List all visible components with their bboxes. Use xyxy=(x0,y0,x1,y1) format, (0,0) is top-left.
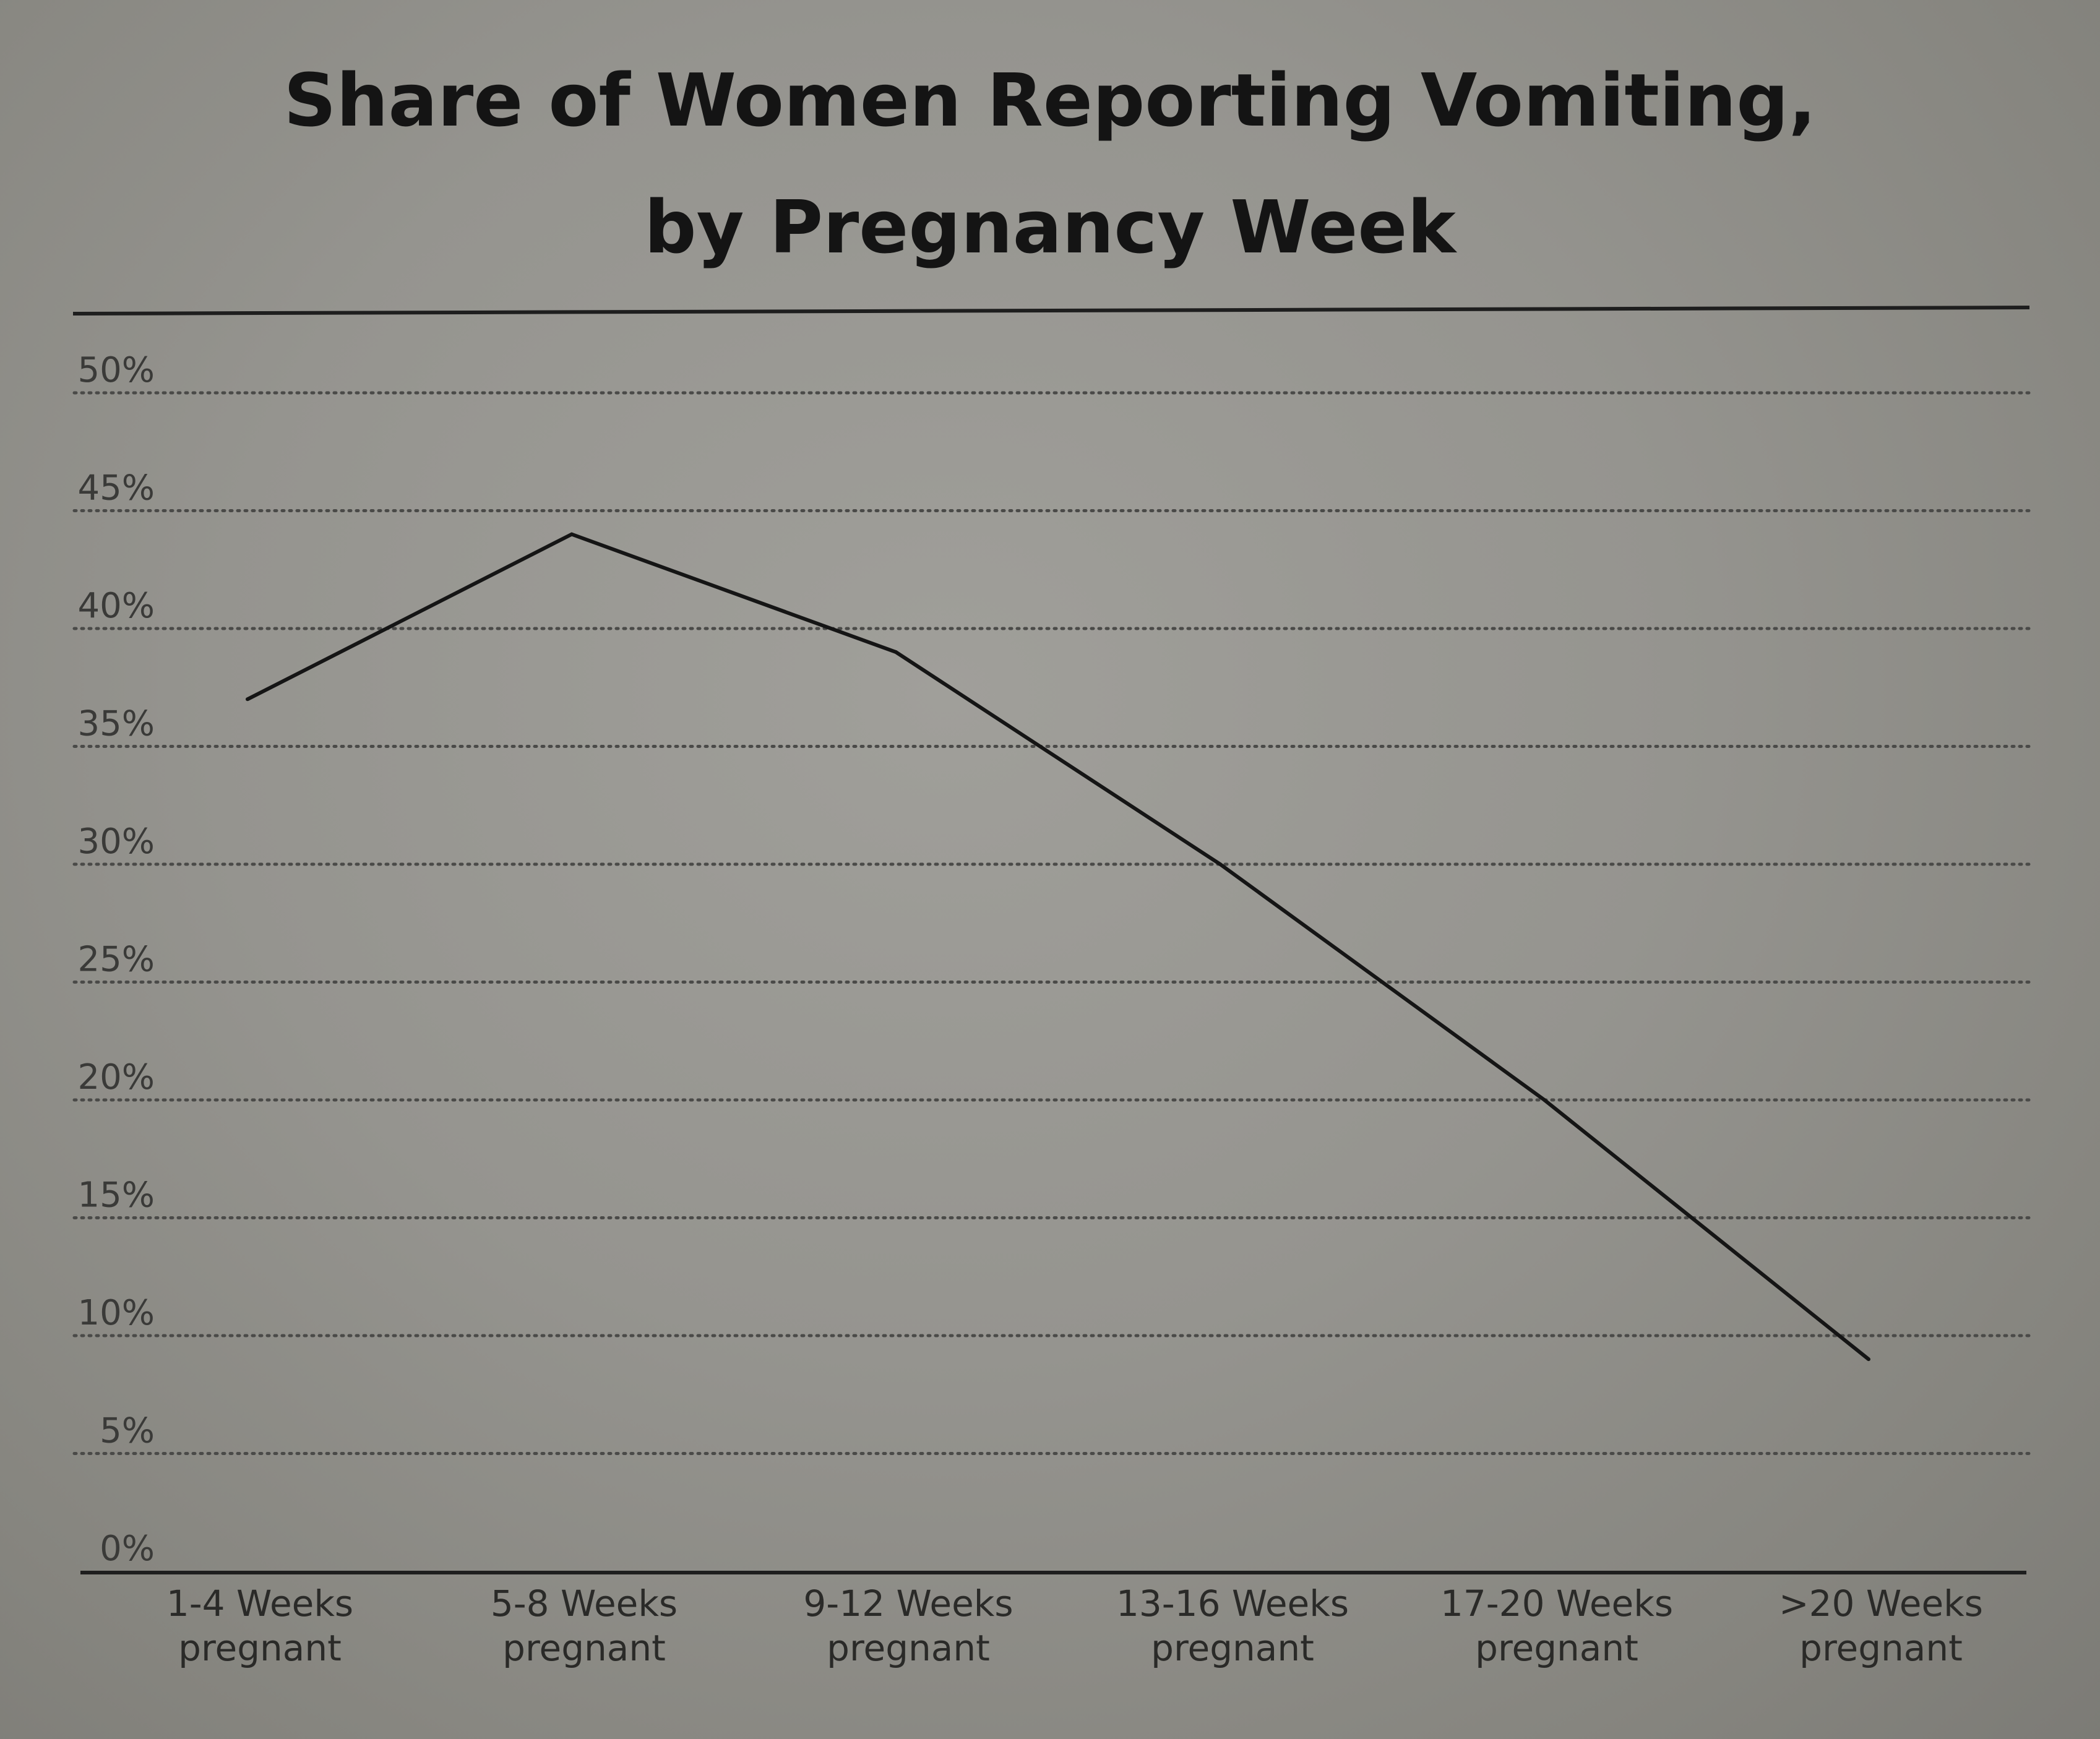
chart-title-line-1: Share of Women Reporting Vomiting, xyxy=(283,58,1817,143)
y-tick-label: 10% xyxy=(78,1293,155,1333)
x-category-label: >20 Weeks pregnant xyxy=(1779,1582,1983,1669)
x-category-label: 5-8 Weeks pregnant xyxy=(491,1582,678,1669)
y-tick-label: 35% xyxy=(78,704,155,744)
y-tick-label: 40% xyxy=(78,586,155,626)
chart-title: Share of Women Reporting Vomiting, by Pr… xyxy=(0,37,2100,291)
y-tick-label: 25% xyxy=(78,940,155,980)
data-point xyxy=(1867,1357,1870,1362)
x-category-label-line: pregnant xyxy=(1799,1627,1963,1669)
y-tick-label: 0% xyxy=(100,1529,155,1569)
x-category-label-line: >20 Weeks xyxy=(1779,1582,1983,1625)
x-category-label-line: pregnant xyxy=(827,1627,990,1669)
data-point xyxy=(246,697,249,702)
x-category-label: 13-16 Weeks pregnant xyxy=(1116,1582,1349,1669)
x-category-label: 9-12 Weeks pregnant xyxy=(803,1582,1013,1669)
y-tick-label: 20% xyxy=(78,1057,155,1097)
data-point xyxy=(1543,1098,1546,1102)
data-point xyxy=(570,532,574,536)
x-category-label: 1-4 Weeks pregnant xyxy=(166,1582,353,1669)
x-category-label-line: 9-12 Weeks xyxy=(803,1582,1013,1625)
x-category-label-line: 17-20 Weeks xyxy=(1440,1582,1673,1625)
x-category-label-line: pregnant xyxy=(1151,1627,1314,1669)
y-tick-label: 15% xyxy=(78,1175,155,1216)
x-category-label-line: pregnant xyxy=(178,1627,342,1669)
x-category-label-line: pregnant xyxy=(502,1627,666,1669)
y-tick-label: 45% xyxy=(78,468,155,509)
x-category-label: 17-20 Weeks pregnant xyxy=(1440,1582,1673,1669)
x-category-label-line: 1-4 Weeks xyxy=(166,1582,353,1625)
y-tick-label: 30% xyxy=(78,822,155,862)
y-tick-label: 50% xyxy=(78,350,155,390)
chart-title-line-2: by Pregnancy Week xyxy=(644,184,1456,270)
top-rule xyxy=(72,306,2030,316)
data-point xyxy=(1218,862,1222,866)
x-category-label-line: 13-16 Weeks xyxy=(1116,1582,1349,1625)
gridlines xyxy=(72,391,2034,1455)
series xyxy=(246,532,1870,1362)
y-axis-tick-labels: 0% 5% 10% 15% 20% 25% 30% 35% 40% 45% 50% xyxy=(78,350,155,1569)
x-category-label-line: 5-8 Weeks xyxy=(491,1582,678,1625)
x-category-label-line: pregnant xyxy=(1475,1627,1638,1669)
y-tick-label: 5% xyxy=(100,1411,155,1451)
series-line xyxy=(246,532,1870,1361)
data-point xyxy=(894,650,898,655)
